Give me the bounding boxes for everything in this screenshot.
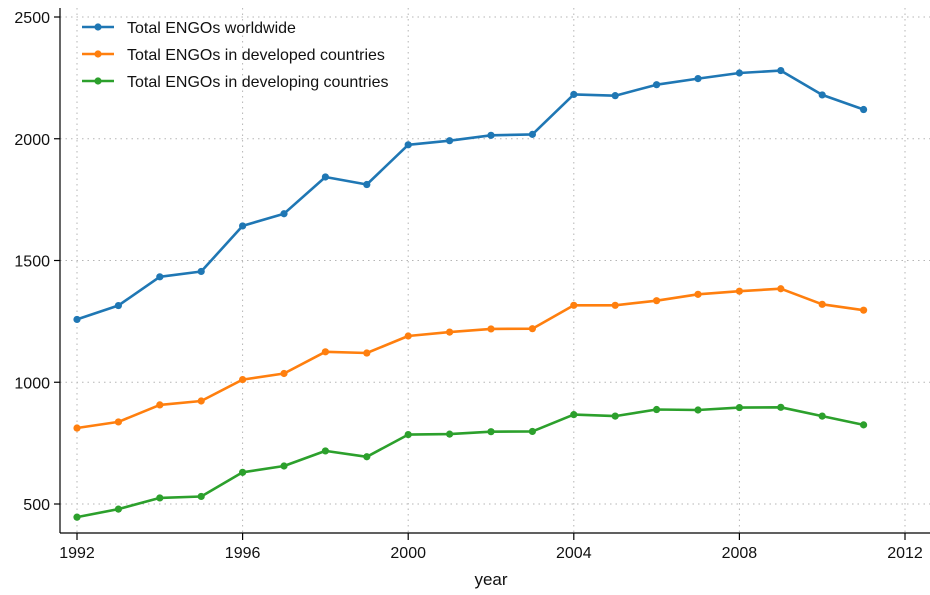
data-point bbox=[73, 424, 81, 432]
legend: Total ENGOs worldwide Total ENGOs in deve… bbox=[82, 20, 388, 91]
data-point bbox=[818, 412, 826, 420]
data-point bbox=[404, 431, 412, 439]
data-point bbox=[73, 513, 81, 521]
data-point bbox=[114, 418, 122, 426]
data-point bbox=[570, 301, 578, 309]
data-point bbox=[611, 301, 619, 309]
data-point bbox=[487, 325, 495, 333]
data-point bbox=[528, 130, 537, 138]
data-point bbox=[197, 492, 205, 501]
data-point bbox=[735, 403, 744, 412]
data-point bbox=[280, 369, 288, 378]
x-axis-title: year bbox=[474, 570, 507, 589]
data-point bbox=[280, 210, 288, 218]
data-point bbox=[239, 375, 247, 384]
data-point bbox=[239, 222, 247, 230]
y-tick-label: 2500 bbox=[14, 10, 50, 27]
legend-label: Total ENGOs in developed countries bbox=[127, 47, 385, 64]
series-3 bbox=[73, 403, 868, 521]
data-point bbox=[363, 180, 371, 189]
data-point bbox=[321, 173, 329, 181]
data-point bbox=[114, 505, 122, 513]
data-point bbox=[860, 306, 868, 314]
data-point bbox=[404, 332, 412, 340]
data-point bbox=[528, 325, 537, 333]
data-point bbox=[156, 494, 164, 502]
x-tick-label: 1992 bbox=[59, 545, 95, 562]
data-point bbox=[860, 421, 868, 429]
data-point bbox=[570, 411, 578, 419]
data-point bbox=[280, 462, 288, 470]
series-layer bbox=[73, 66, 868, 521]
legend-swatch-marker bbox=[94, 50, 102, 58]
data-point bbox=[694, 290, 702, 298]
data-point bbox=[239, 468, 247, 476]
series-1 bbox=[73, 66, 868, 324]
data-point bbox=[818, 300, 826, 308]
data-point bbox=[777, 285, 785, 293]
y-tick-label: 500 bbox=[23, 497, 50, 514]
axes bbox=[59, 8, 930, 534]
series-line bbox=[75, 287, 865, 430]
x-tick-label: 2004 bbox=[556, 545, 592, 562]
data-point bbox=[197, 397, 205, 405]
x-tick-label: 2012 bbox=[887, 545, 923, 562]
data-point bbox=[321, 447, 329, 455]
data-point bbox=[156, 401, 164, 409]
data-point bbox=[694, 75, 702, 83]
series-line bbox=[75, 69, 865, 321]
x-tick-label: 2008 bbox=[722, 545, 758, 562]
data-point bbox=[777, 403, 785, 411]
data-point bbox=[114, 301, 122, 310]
legend-swatch-marker bbox=[94, 77, 102, 85]
data-point bbox=[777, 66, 785, 75]
x-tick-label: 2000 bbox=[390, 545, 426, 562]
legend-item: Total ENGOs in developed countries bbox=[82, 47, 385, 64]
data-point bbox=[653, 81, 661, 89]
data-point bbox=[446, 328, 454, 336]
y-tick-label: 2000 bbox=[14, 132, 50, 149]
data-point bbox=[321, 348, 329, 356]
legend-label: Total ENGOs in developing countries bbox=[127, 74, 388, 91]
data-point bbox=[528, 427, 537, 436]
y-ticks: 500 1000 1500 2000 2500 bbox=[14, 10, 60, 514]
legend-item: Total ENGOs in developing countries bbox=[82, 74, 388, 91]
data-point bbox=[363, 453, 371, 461]
data-point bbox=[653, 405, 661, 414]
data-point bbox=[611, 412, 619, 420]
data-point bbox=[156, 273, 164, 281]
data-point bbox=[404, 141, 412, 149]
data-point bbox=[653, 297, 661, 305]
data-point bbox=[570, 90, 578, 99]
y-tick-label: 1000 bbox=[14, 375, 50, 392]
data-point bbox=[446, 430, 454, 438]
y-tick-label: 1500 bbox=[14, 254, 50, 271]
data-point bbox=[735, 69, 744, 77]
grid bbox=[60, 8, 930, 533]
series-2 bbox=[73, 285, 868, 432]
x-ticks: 1992 1996 2000 2004 2008 2012 bbox=[59, 533, 923, 562]
legend-label: Total ENGOs worldwide bbox=[127, 20, 296, 37]
data-point bbox=[860, 105, 868, 114]
data-point bbox=[446, 137, 454, 145]
x-tick-label: 1996 bbox=[225, 545, 261, 562]
data-point bbox=[487, 131, 495, 139]
data-point bbox=[694, 406, 702, 414]
data-point bbox=[487, 428, 495, 436]
series-line bbox=[75, 405, 865, 519]
data-point bbox=[611, 92, 619, 100]
legend-swatch-marker bbox=[94, 23, 102, 31]
data-point bbox=[73, 315, 81, 324]
legend-item: Total ENGOs worldwide bbox=[82, 20, 296, 37]
data-point bbox=[197, 267, 205, 276]
data-point bbox=[363, 349, 371, 357]
data-point bbox=[735, 287, 744, 295]
data-point bbox=[818, 91, 826, 99]
